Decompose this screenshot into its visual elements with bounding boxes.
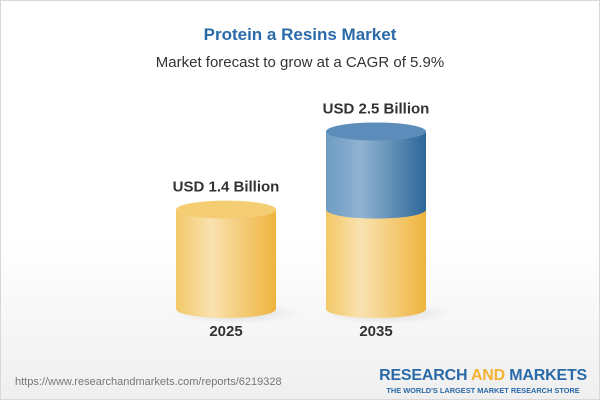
data-label: USD 1.4 Billion [173, 179, 280, 196]
cylinder-base-2035 [326, 209, 426, 318]
category-label: 2035 [359, 323, 392, 340]
cylinder-top-2035 [326, 122, 426, 141]
cylinder-base-2025 [176, 209, 276, 318]
chart-subtitle: Market forecast to grow at a CAGR of 5.9… [155, 54, 445, 71]
cylinder-growth-2035 [326, 131, 426, 219]
chart-title: Protein a Resins Market [203, 25, 397, 44]
category-label: 2025 [209, 323, 242, 340]
research-and-markets-logo: RESEARCH AND MARKETS THE WORLD'S LARGEST… [379, 367, 587, 395]
cylinder-top-2025 [176, 200, 276, 219]
source-url[interactable]: https://www.researchandmarkets.com/repor… [15, 376, 282, 388]
data-label: USD 2.5 Billion [323, 101, 430, 118]
